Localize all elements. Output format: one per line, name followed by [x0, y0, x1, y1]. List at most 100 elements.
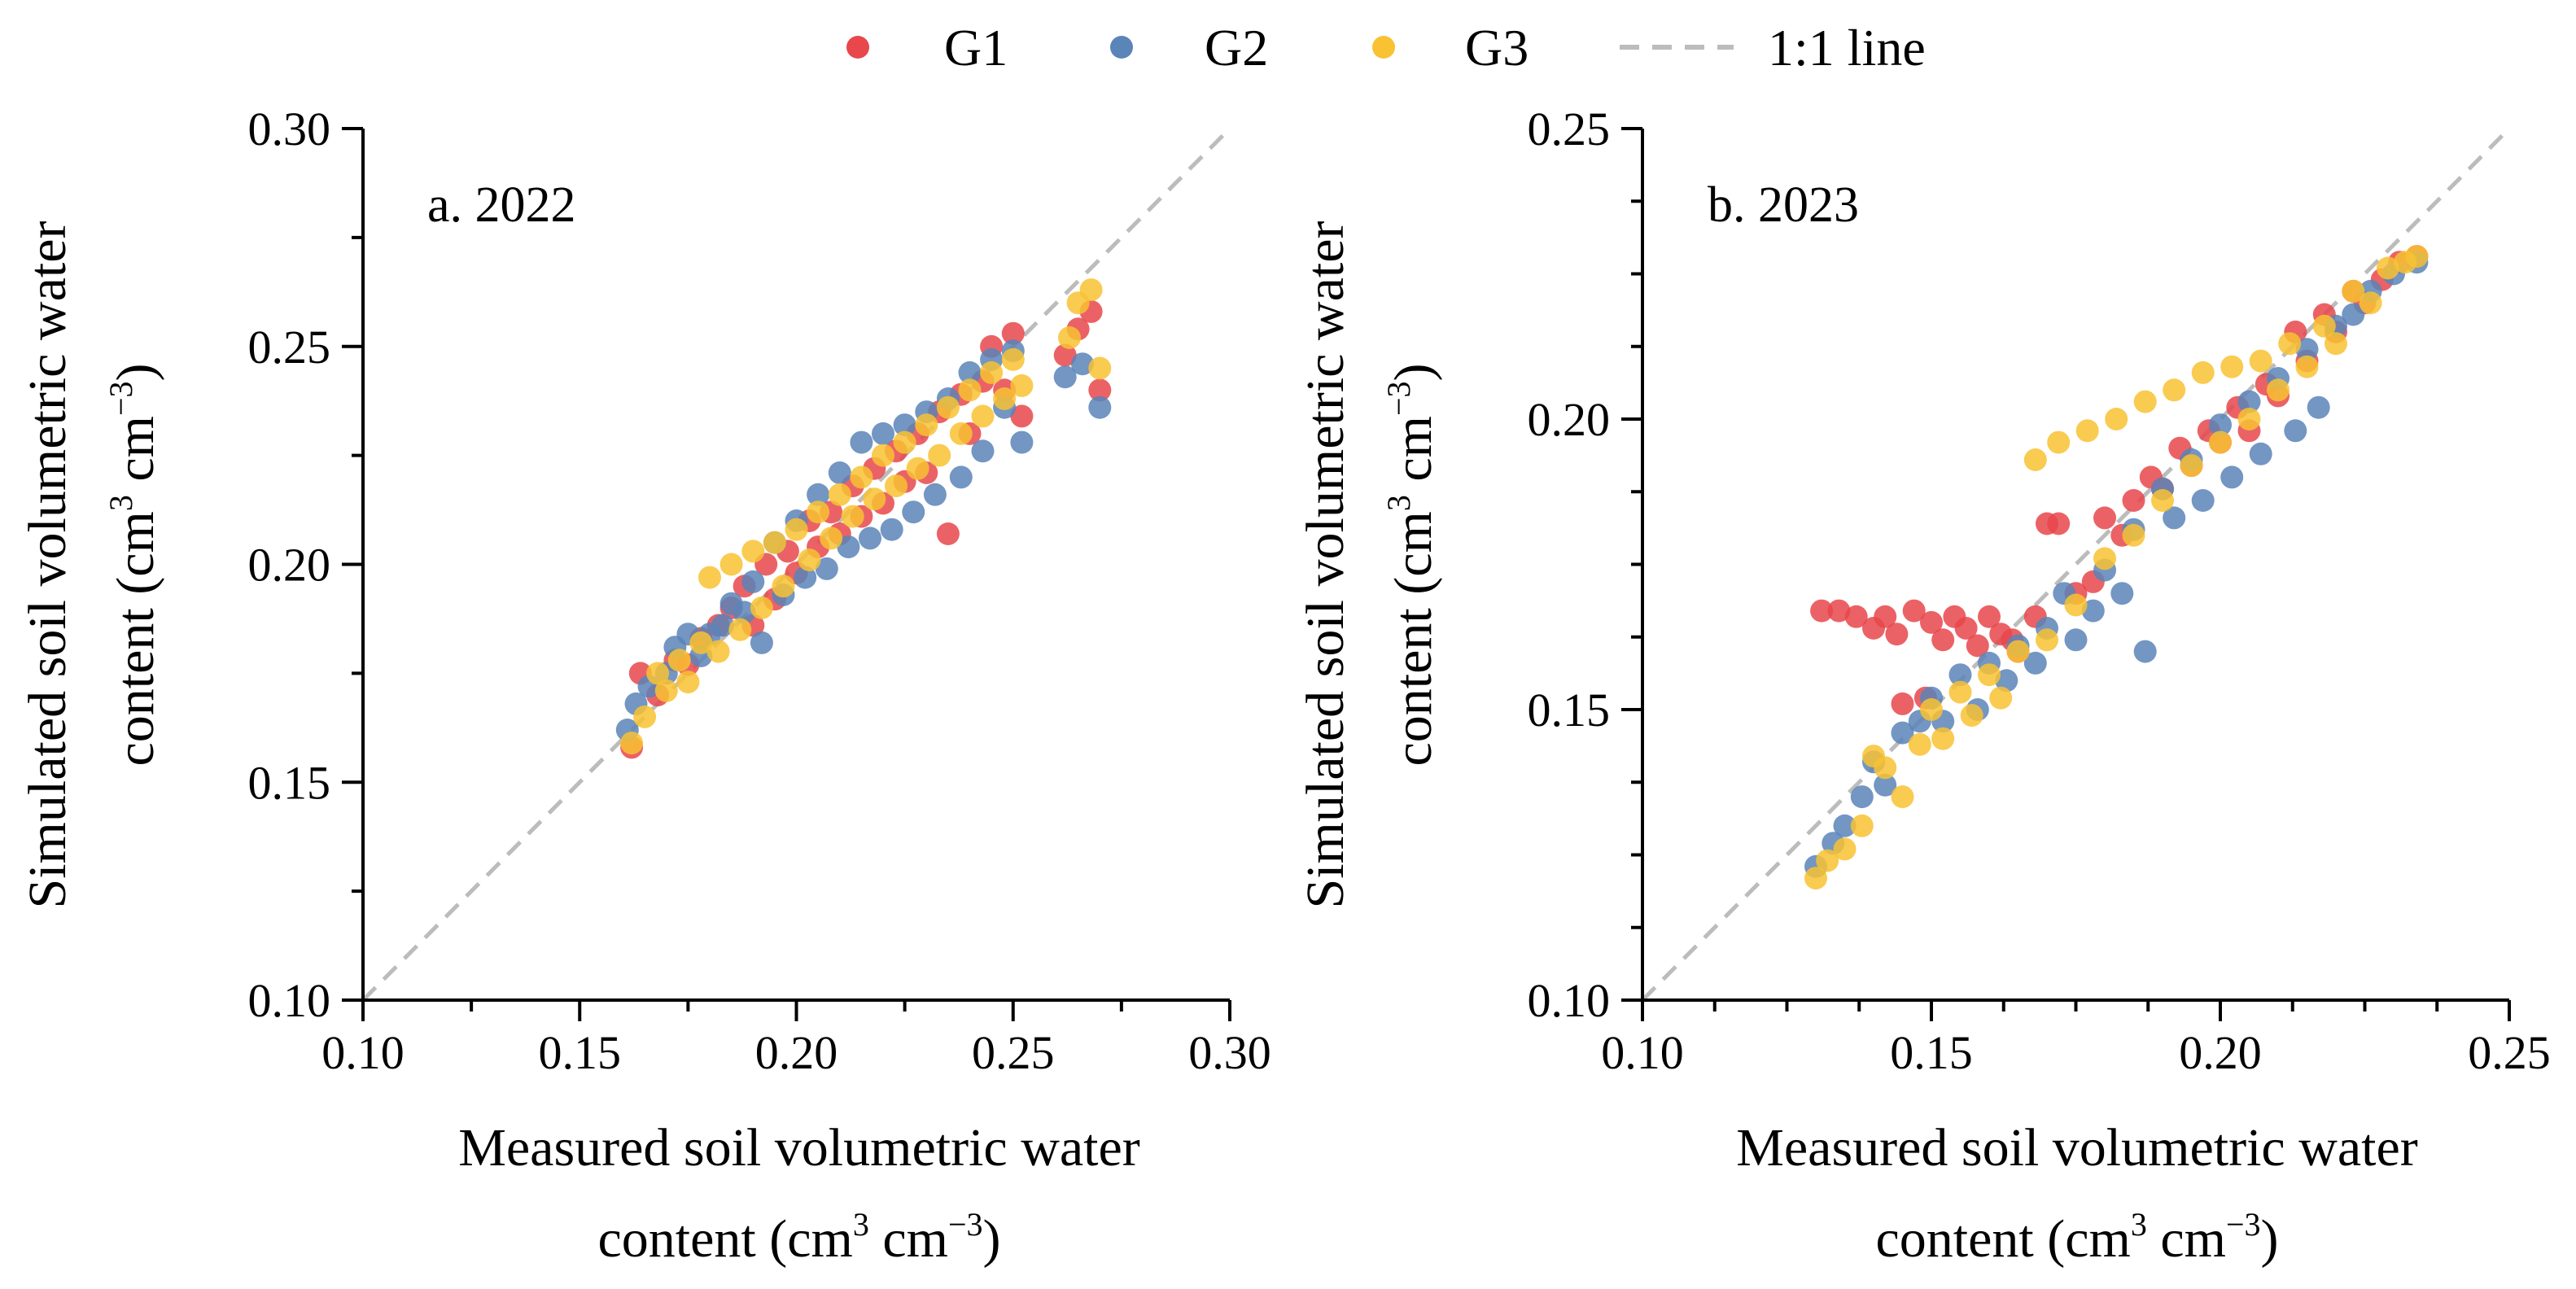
panel-b-point-g3-1 [1816, 849, 1839, 872]
panel-b-point-g3-28 [2209, 430, 2232, 454]
panel-b-ylabel-line1: Simulated soil volumetric water [1296, 221, 1355, 908]
panel-b-point-g3-20 [2093, 547, 2116, 570]
panel-b-point-g1-23 [2093, 506, 2116, 530]
panel-a-points [615, 278, 1112, 759]
panel-b-point-g2-37 [2342, 303, 2365, 326]
panel-b-point-g3-22 [2122, 523, 2145, 547]
panel-b-point-g3-26 [2180, 454, 2203, 478]
panel-b-point-g2-25 [2163, 506, 2186, 530]
panel-b-tick-labels: 0.10 0.15 0.20 0.25 0.10 0.15 0.20 0.25 [1528, 103, 2551, 1079]
panel-b-point-g2-2 [1833, 814, 1857, 837]
panel-a-y-tick-label-1: 0.15 [248, 756, 331, 809]
panel-a-point-g3-10 [728, 618, 752, 641]
panel-a-y-tick-label-0: 0.10 [248, 974, 331, 1027]
panel-b-point-g3-31 [2249, 349, 2272, 373]
legend-label-ref: 1:1 line [1768, 19, 1926, 76]
panel-a-point-g3-28 [928, 444, 951, 467]
panel-b-point-g1-0 [1810, 599, 1834, 623]
panel-a-point-g3-2 [646, 662, 670, 685]
panel-b-point-g3-27 [2191, 360, 2215, 384]
panel-b-point-g2-33 [2284, 419, 2307, 443]
legend-label-g3: G3 [1465, 19, 1529, 76]
panel-a-point-g2-10 [733, 601, 756, 624]
panel-b-point-g3-10 [1948, 680, 1972, 704]
panel-b-points [1804, 245, 2429, 890]
panel-a-point-g3-13 [763, 531, 786, 554]
panel-a-point-g3-12 [750, 596, 773, 619]
panel-b-point-g3-12 [1978, 663, 2001, 687]
panel-b-point-g2-18 [2064, 628, 2088, 652]
panel-a-label: a. 2022 [427, 177, 576, 233]
panel-a-point-g1-34 [1010, 404, 1034, 428]
panel-a-point-g2-25 [893, 413, 916, 437]
panel-b-ylabel-line2: content (cm3 cm−3) [1380, 363, 1443, 766]
panel-a-point-g3-1 [633, 705, 657, 728]
panel-a-point-g1-33 [1001, 321, 1025, 345]
panel-a-point-g2-28 [923, 483, 947, 506]
panel-a-ylabel-line2: content (cm3 cm−3) [103, 363, 165, 766]
panel-a-point-g3-0 [620, 732, 644, 755]
panel-b-point-g3-13 [1989, 686, 2013, 710]
panel-a-point-g3-20 [841, 505, 864, 528]
panel-b-point-g1-20 [2047, 512, 2071, 535]
panel-b-point-g2-29 [2220, 465, 2244, 489]
panel-b-point-g3-16 [2036, 628, 2058, 652]
panel-b-x-tick-label-3: 0.25 [2468, 1026, 2551, 1079]
panel-a-x-tick-label-3: 0.25 [972, 1026, 1055, 1079]
panel-b-ticks [1621, 127, 2511, 1021]
panel-a-point-g3-18 [820, 527, 843, 550]
panel-a-point-g2-20 [837, 535, 860, 559]
panel-b-x-tick-label-2: 0.20 [2179, 1026, 2262, 1079]
panel-a-point-g2-31 [958, 360, 982, 384]
panel-a-point-g3-32 [971, 404, 995, 428]
panel-b-point-g2-23 [2133, 640, 2157, 663]
panel-b-point-g2-35 [2307, 395, 2330, 419]
panel-b-point-g3-9 [1931, 727, 1955, 750]
panel-b-point-g3-35 [2312, 314, 2336, 338]
panel-b-point-g2-3 [1850, 785, 1874, 809]
panel-b-point-g3-3 [1850, 814, 1874, 837]
legend: G1 G2 G3 1:1 line [846, 19, 1926, 76]
panel-b-reference [1641, 127, 2511, 1002]
panel-b-point-g1-2 [1844, 605, 1868, 628]
panel-a-point-g3-39 [1079, 278, 1103, 302]
panel-b-y-tick-label-3: 0.25 [1528, 103, 1611, 155]
panel-b-point-g3-8 [1920, 698, 1943, 721]
panel-a-point-g2-8 [711, 614, 734, 637]
panel-a-point-g3-17 [807, 500, 830, 524]
panel-a-ylabel-line1: Simulated soil volumetric water [18, 221, 77, 908]
panel-b-point-g3-6 [1891, 785, 1914, 809]
panel-a-point-g3-30 [949, 422, 973, 445]
legend-marker-g1 [846, 36, 869, 59]
panel-a-point-g3-9 [719, 553, 743, 576]
panel-a-point-g1-27 [936, 522, 960, 545]
panel-b-point-g3-17 [2047, 430, 2071, 454]
panel-b-y-tick-label-0: 0.10 [1528, 974, 1611, 1027]
panel-a-point-g2-19 [828, 461, 851, 484]
panel-b-point-g3-33 [2278, 332, 2302, 356]
panel-a-point-g3-11 [741, 540, 765, 563]
panel-a-point-g2-30 [949, 465, 973, 489]
panel-a-point-g2-18 [815, 557, 838, 580]
panel-a-point-g2-38 [1071, 352, 1094, 376]
panel-b-point-g2-31 [2249, 442, 2272, 465]
panel-b-point-g2-10 [1948, 663, 1972, 687]
panel-a-point-g3-25 [893, 430, 916, 454]
panel-b-point-g2-15 [2023, 651, 2047, 675]
panel-a-point-g2-24 [880, 518, 903, 541]
panel-a-point-g3-5 [676, 671, 700, 694]
panel-a-point-g3-3 [654, 679, 678, 702]
panel-a-point-g1-35 [1053, 343, 1077, 367]
panel-a-point-g3-16 [798, 548, 821, 572]
panel-b-point-g1-12 [1954, 617, 1978, 640]
panel-a-point-g2-39 [1088, 395, 1112, 419]
panel-a-point-g3-21 [850, 465, 873, 489]
panel-a-point-g3-31 [958, 378, 982, 402]
panel-b-point-g2-27 [2191, 489, 2215, 512]
panel-a-point-g3-6 [689, 631, 713, 654]
panel-b-point-g2-5 [1874, 773, 1897, 797]
panel-b-point-g1-14 [1978, 605, 2001, 628]
panel-b: 0.10 0.15 0.20 0.25 0.10 0.15 0.20 0.25 b. 2023… [1296, 103, 2551, 1269]
panel-b-point-g3-41 [2405, 245, 2429, 269]
panel-b-y-tick-label-2: 0.20 [1528, 393, 1611, 446]
